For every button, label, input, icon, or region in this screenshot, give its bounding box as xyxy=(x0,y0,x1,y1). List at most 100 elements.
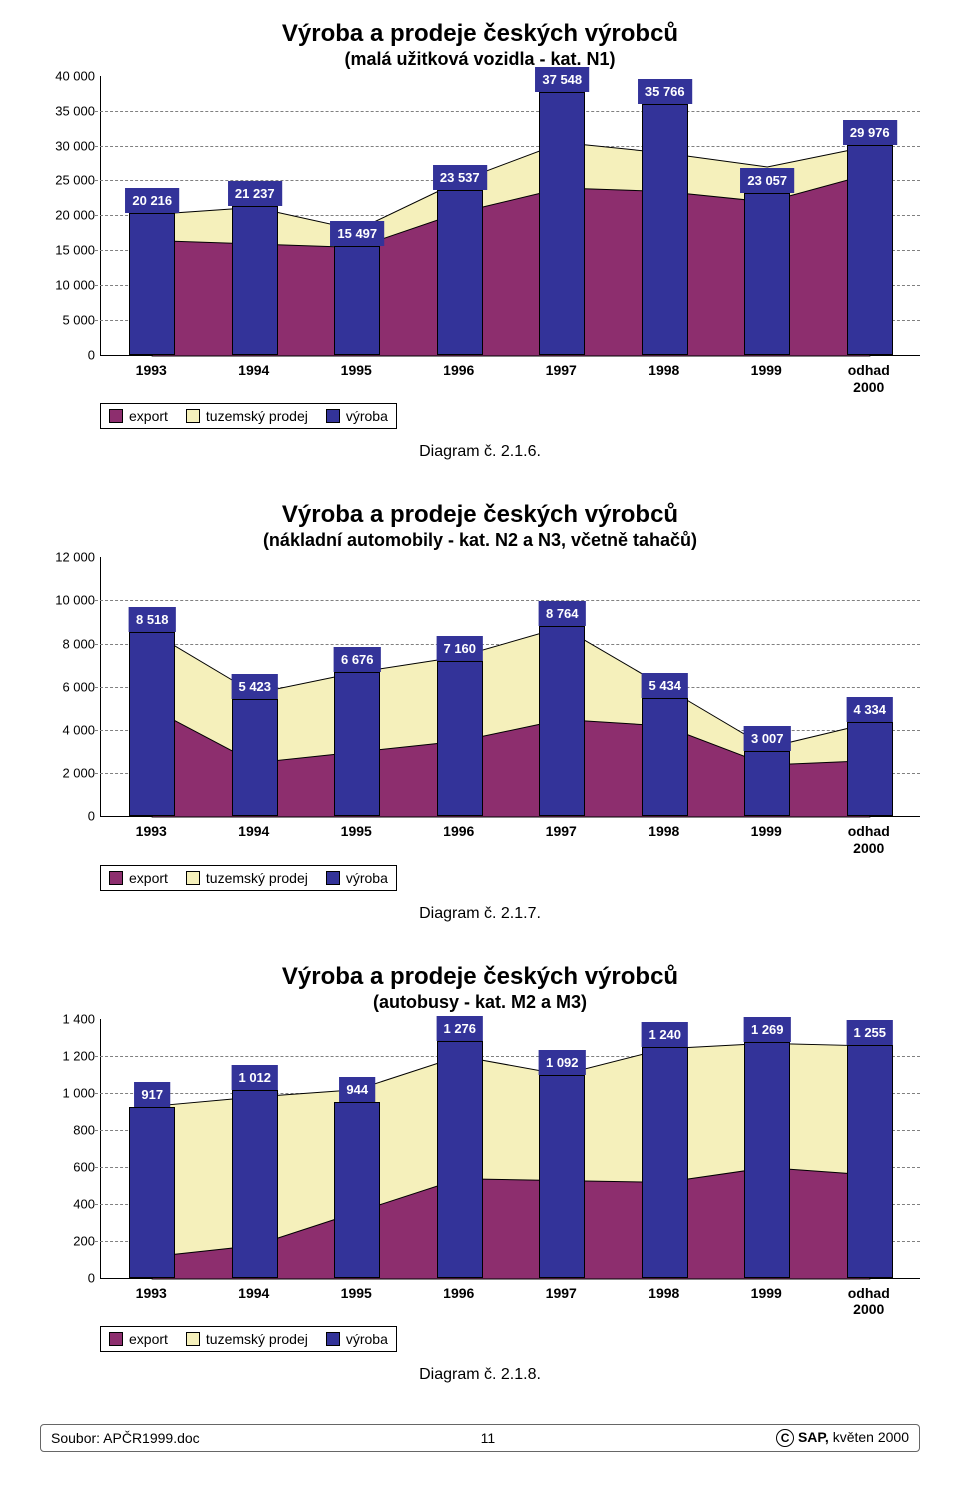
copyright-icon: C xyxy=(776,1429,794,1447)
bar-vyroba xyxy=(334,672,380,817)
legend-swatch xyxy=(109,871,123,885)
y-tick: 25 000 xyxy=(41,173,95,188)
y-tick: 10 000 xyxy=(41,593,95,608)
legend-swatch xyxy=(186,871,200,885)
bar-label: 15 497 xyxy=(330,221,384,246)
bar-label: 3 007 xyxy=(744,726,791,751)
x-label: 1997 xyxy=(510,1285,613,1319)
bar-vyroba xyxy=(744,1042,790,1278)
legend-label: výroba xyxy=(346,408,388,424)
legend-item-tuzemsky: tuzemský prodej xyxy=(186,1331,308,1347)
y-tick: 40 000 xyxy=(41,68,95,83)
x-label: 1998 xyxy=(613,362,716,396)
legend-item-export: export xyxy=(109,408,168,424)
legend: export tuzemský prodej výroba xyxy=(100,865,397,891)
chart3: Výroba a prodeje českých výrobců(autobus… xyxy=(40,963,920,1384)
legend-label: tuzemský prodej xyxy=(206,408,308,424)
legend: export tuzemský prodej výroba xyxy=(100,1326,397,1352)
x-label: 1997 xyxy=(510,823,613,857)
bar-vyroba xyxy=(232,699,278,816)
bar-vyroba xyxy=(334,1102,380,1277)
legend-item-tuzemsky: tuzemský prodej xyxy=(186,870,308,886)
bar-vyroba xyxy=(744,193,790,354)
chart-caption: Diagram č. 2.1.8. xyxy=(40,1366,920,1384)
bar-label: 7 160 xyxy=(436,636,483,661)
legend-item-export: export xyxy=(109,870,168,886)
y-tick: 6 000 xyxy=(41,679,95,694)
bar-vyroba xyxy=(539,1075,585,1278)
bar-vyroba xyxy=(437,1041,483,1278)
y-tick: 2 000 xyxy=(41,766,95,781)
legend-label: tuzemský prodej xyxy=(206,1331,308,1347)
chart2: Výroba a prodeje českých výrobců(nákladn… xyxy=(40,501,920,922)
chart-title: Výroba a prodeje českých výrobců xyxy=(40,20,920,49)
y-tick: 800 xyxy=(41,1122,95,1137)
bar-vyroba xyxy=(539,626,585,816)
y-tick: 30 000 xyxy=(41,138,95,153)
x-label: 1995 xyxy=(305,823,408,857)
y-tick: 0 xyxy=(41,1270,95,1285)
y-tick: 0 xyxy=(41,809,95,824)
chart-canvas: 02004006008001 0001 2001 4009171 0129441… xyxy=(100,1019,920,1279)
x-label: 1998 xyxy=(613,823,716,857)
legend: export tuzemský prodej výroba xyxy=(100,403,397,429)
chart1: Výroba a prodeje českých výrobců(malá už… xyxy=(40,20,920,461)
bar-vyroba xyxy=(744,751,790,816)
legend-swatch xyxy=(186,1332,200,1346)
chart-title: Výroba a prodeje českých výrobců xyxy=(40,963,920,992)
legend-swatch xyxy=(326,1332,340,1346)
bar-label: 1 240 xyxy=(641,1022,688,1047)
bar-label: 29 976 xyxy=(843,120,897,145)
legend-item-tuzemsky: tuzemský prodej xyxy=(186,408,308,424)
bar-label: 5 434 xyxy=(641,673,688,698)
bar-label: 5 423 xyxy=(231,674,278,699)
x-label: 1999 xyxy=(715,1285,818,1319)
y-tick: 8 000 xyxy=(41,636,95,651)
x-label: 1998 xyxy=(613,1285,716,1319)
bar-vyroba xyxy=(232,1090,278,1278)
bar-vyroba xyxy=(129,213,175,355)
y-tick: 200 xyxy=(41,1233,95,1248)
y-tick: 600 xyxy=(41,1159,95,1174)
bar-vyroba xyxy=(437,661,483,816)
y-tick: 1 400 xyxy=(41,1011,95,1026)
bar-label: 23 057 xyxy=(740,168,794,193)
y-tick: 35 000 xyxy=(41,103,95,118)
legend-item-vyroba: výroba xyxy=(326,1331,388,1347)
bar-vyroba xyxy=(847,1045,893,1278)
y-tick: 15 000 xyxy=(41,243,95,258)
legend-label: export xyxy=(129,408,168,424)
chart-subtitle: (malá užitková vozidla - kat. N1) xyxy=(40,49,920,70)
x-label: 1995 xyxy=(305,1285,408,1319)
bar-vyroba xyxy=(232,206,278,355)
x-label: 1995 xyxy=(305,362,408,396)
chart-subtitle: (nákladní automobily - kat. N2 a N3, vče… xyxy=(40,530,920,551)
chart-caption: Diagram č. 2.1.6. xyxy=(40,443,920,461)
bar-vyroba xyxy=(334,246,380,354)
bar-label: 20 216 xyxy=(125,188,179,213)
legend-swatch xyxy=(109,409,123,423)
legend-swatch xyxy=(186,409,200,423)
bar-vyroba xyxy=(642,698,688,816)
bar-vyroba xyxy=(129,632,175,817)
bar-label: 21 237 xyxy=(228,181,282,206)
legend-label: export xyxy=(129,870,168,886)
legend-swatch xyxy=(326,409,340,423)
x-label: 1996 xyxy=(408,823,511,857)
x-label: 1993 xyxy=(100,362,203,396)
x-label: 1993 xyxy=(100,1285,203,1319)
legend-item-export: export xyxy=(109,1331,168,1347)
x-label: 1997 xyxy=(510,362,613,396)
x-label: odhad2000 xyxy=(818,1285,921,1319)
legend-label: výroba xyxy=(346,870,388,886)
bar-label: 1 092 xyxy=(539,1050,586,1075)
legend-label: tuzemský prodej xyxy=(206,870,308,886)
x-label: 1993 xyxy=(100,823,203,857)
legend-label: export xyxy=(129,1331,168,1347)
footer-org: SAP, xyxy=(798,1429,829,1445)
chart-subtitle: (autobusy - kat. M2 a M3) xyxy=(40,992,920,1013)
bar-label: 917 xyxy=(134,1082,170,1107)
y-tick: 4 000 xyxy=(41,722,95,737)
x-label: 1996 xyxy=(408,362,511,396)
chart-caption: Diagram č. 2.1.7. xyxy=(40,905,920,923)
